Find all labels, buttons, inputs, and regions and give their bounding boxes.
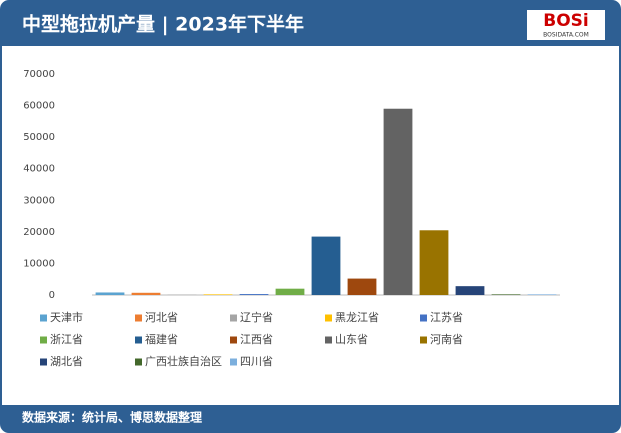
y-tick-label: 0 <box>49 290 55 301</box>
header-band <box>1 1 620 46</box>
legend-swatch <box>135 314 142 322</box>
y-tick-label: 20000 <box>23 227 55 238</box>
bar <box>347 278 377 295</box>
legend-label: 江苏省 <box>430 311 463 324</box>
y-tick-label: 70000 <box>23 69 55 80</box>
footer-band <box>1 405 620 432</box>
legend-label: 浙江省 <box>50 333 83 346</box>
y-tick-label: 50000 <box>23 132 55 143</box>
bar <box>311 236 341 295</box>
legend-swatch <box>420 336 427 344</box>
legend-swatch <box>230 314 237 322</box>
legend-label: 山东省 <box>335 333 368 346</box>
bar <box>527 294 557 295</box>
legend-swatch <box>230 336 237 344</box>
source: 数据来源：统计局、博思数据整理 <box>22 410 202 425</box>
chart-title: 中型拖拉机产量 | 2023年下半年 <box>22 13 304 36</box>
bar <box>383 108 413 295</box>
bar <box>131 292 161 295</box>
legend-swatch <box>40 358 47 366</box>
legend-label: 江西省 <box>240 333 273 346</box>
legend-label: 天津市 <box>50 310 83 324</box>
legend-label: 河南省 <box>430 333 463 346</box>
legend-label: 福建省 <box>145 332 178 346</box>
legend-swatch <box>135 358 142 366</box>
legend-label: 广西壮族自治区 <box>145 354 222 368</box>
legend-swatch <box>230 358 237 366</box>
bar <box>419 230 449 295</box>
legend-swatch <box>135 336 142 344</box>
legend-swatch <box>420 314 427 322</box>
legend-swatch <box>40 336 47 344</box>
bar <box>203 294 233 295</box>
legend-label: 辽宁省 <box>240 310 273 324</box>
legend-label: 河北省 <box>145 311 178 324</box>
y-tick-label: 60000 <box>23 101 55 112</box>
bar <box>95 292 125 295</box>
legend-swatch <box>325 336 332 344</box>
bar <box>275 288 305 295</box>
y-tick-label: 10000 <box>23 258 55 269</box>
legend-swatch <box>40 314 47 322</box>
legend-label: 四川省 <box>240 355 273 368</box>
bar <box>455 286 485 295</box>
logo-sub: BOSIDATA.COM <box>543 32 589 39</box>
legend-swatch <box>325 314 332 322</box>
legend-label: 黑龙江省 <box>335 311 379 324</box>
bar <box>239 294 269 295</box>
legend-label: 湖北省 <box>50 355 83 368</box>
y-tick-label: 30000 <box>23 195 55 206</box>
logo: BOSi <box>543 11 588 31</box>
y-tick-label: 40000 <box>23 164 55 175</box>
logo-box <box>527 10 605 40</box>
bar <box>491 294 521 295</box>
